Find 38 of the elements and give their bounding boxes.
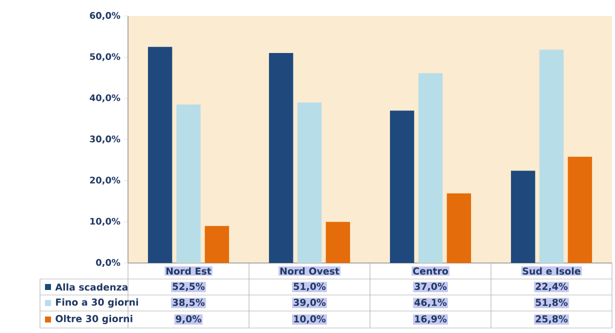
x-tick-label: Centro bbox=[413, 267, 448, 275]
y-tick-label: 0,0% bbox=[96, 259, 120, 267]
y-tick-label: 20,0% bbox=[90, 176, 120, 185]
bar bbox=[568, 156, 592, 263]
bar bbox=[539, 50, 564, 263]
data-label: 16,9% bbox=[415, 315, 447, 324]
data-label: 52,5% bbox=[172, 282, 205, 292]
data-label: 51,0% bbox=[294, 282, 326, 292]
data-label: 37,0% bbox=[414, 282, 447, 292]
y-tick-label: 30,0% bbox=[90, 136, 120, 144]
x-tick-label: Sud e Isole bbox=[522, 267, 580, 275]
legend-label: Fino a 30 giorni bbox=[56, 298, 138, 308]
bar bbox=[268, 53, 294, 263]
bar bbox=[510, 170, 536, 263]
data-label: 25,8% bbox=[536, 315, 568, 324]
data-label: 46,1% bbox=[414, 298, 447, 308]
bar bbox=[204, 226, 230, 263]
bar bbox=[297, 102, 322, 263]
data-label: 10,0% bbox=[294, 315, 326, 324]
y-tick-label: 60,0% bbox=[90, 12, 120, 20]
y-tick-label: 50,0% bbox=[90, 53, 120, 62]
y-tick-label: 10,0% bbox=[90, 218, 120, 226]
data-label: 22,4% bbox=[536, 282, 568, 292]
bar bbox=[390, 110, 414, 263]
data-label: 9,0% bbox=[176, 315, 202, 324]
legend-label: Alla scadenza bbox=[55, 283, 128, 291]
legend-label: Oltre 30 giorni bbox=[56, 314, 132, 324]
bar bbox=[446, 193, 472, 263]
data-label: 39,0% bbox=[294, 298, 326, 308]
bar bbox=[326, 222, 350, 263]
x-tick-label: Nord Est bbox=[166, 267, 212, 275]
x-tick-label: Nord Ovest bbox=[280, 267, 340, 275]
data-label: 51,8% bbox=[536, 298, 568, 308]
bar bbox=[176, 104, 201, 263]
y-tick-label: 40,0% bbox=[90, 94, 120, 102]
bar bbox=[148, 46, 172, 263]
data-label: 38,5% bbox=[172, 298, 205, 308]
bar bbox=[418, 73, 443, 263]
